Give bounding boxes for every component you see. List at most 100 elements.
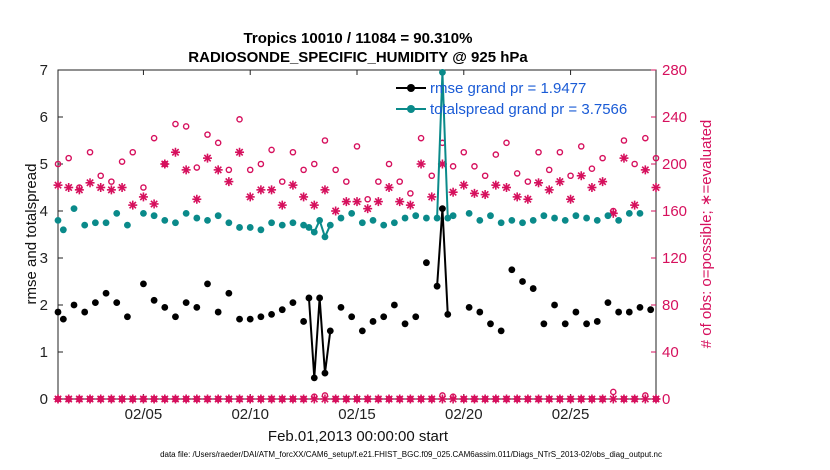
obs-evaluated-marker xyxy=(160,394,170,404)
obs-evaluated-marker xyxy=(128,394,138,404)
rmse-point xyxy=(583,320,590,328)
obs-evaluated-marker xyxy=(395,197,405,207)
rmse-point xyxy=(497,327,505,335)
obs-possible-marker xyxy=(545,166,553,174)
obs-evaluated-marker xyxy=(395,394,405,404)
spread-point xyxy=(604,212,612,220)
rmse-point xyxy=(316,294,324,302)
obs-evaluated-marker xyxy=(309,200,319,210)
spread-point xyxy=(412,212,420,220)
obs-evaluated-marker xyxy=(138,192,148,202)
obs-evaluated-marker xyxy=(213,394,223,404)
obs-evaluated-marker xyxy=(384,183,394,192)
obs-evaluated-marker xyxy=(640,165,650,175)
spread-point xyxy=(150,212,158,220)
rmse-point xyxy=(310,374,318,382)
obs-evaluated-marker xyxy=(299,394,309,404)
legend-rmse-label: rmse grand pr = 1.9477 xyxy=(430,80,586,97)
x-axis-label: Feb.01,2013 00:00:00 start xyxy=(268,428,449,445)
spread-point xyxy=(519,219,526,227)
obs-possible-marker xyxy=(65,154,72,162)
obs-possible-marker xyxy=(150,134,158,142)
x-axis: 02/05 02/10 02/15 02/20 02/25 xyxy=(125,70,589,423)
obs-evaluated-marker xyxy=(427,394,437,404)
y-axis-left: 0 1 2 3 4 5 6 7 xyxy=(40,62,63,408)
rmse-point xyxy=(369,318,377,325)
spread-point xyxy=(449,212,457,220)
obs-evaluated-marker xyxy=(427,192,437,202)
y-right-tick-label: 240 xyxy=(662,109,687,126)
rmse-point xyxy=(433,282,441,290)
obs-evaluated-marker xyxy=(448,187,458,197)
spread-point xyxy=(289,219,297,227)
spread-point xyxy=(439,68,446,76)
obs-evaluated-marker xyxy=(405,200,415,210)
obs-evaluated-marker xyxy=(523,394,533,404)
rmse-point xyxy=(348,313,356,321)
obs-evaluated-marker xyxy=(480,190,490,200)
obs-evaluated-marker xyxy=(74,185,84,195)
obs-evaluated-marker xyxy=(469,188,479,198)
rmse-point xyxy=(300,318,308,325)
y-tick-label: 6 xyxy=(40,109,48,126)
rmse-point xyxy=(305,294,313,302)
obs-evaluated-marker xyxy=(128,200,138,210)
obs-evaluated-marker xyxy=(235,394,245,404)
obs-possible-marker xyxy=(428,172,436,180)
spread-point xyxy=(300,221,308,229)
rmse-point xyxy=(476,308,484,316)
obs-possible-marker xyxy=(300,166,307,174)
obs-evaluated-marker xyxy=(64,394,74,404)
legend-spread-marker xyxy=(407,105,415,113)
obs-possible-marker xyxy=(599,154,606,162)
obs-evaluated-marker xyxy=(331,206,341,216)
obs-evaluated-marker xyxy=(96,183,106,192)
rmse-point xyxy=(358,327,366,335)
spread-point xyxy=(561,217,569,224)
y-right-tick-label: 40 xyxy=(662,344,679,361)
rmse-point xyxy=(508,266,516,274)
rmse-point xyxy=(81,308,89,316)
spread-point xyxy=(246,224,254,231)
obs-evaluated-marker xyxy=(170,147,180,157)
rmse-point xyxy=(540,320,548,328)
spread-point xyxy=(358,219,366,227)
spread-point xyxy=(54,217,62,224)
rmse-point xyxy=(439,205,446,213)
obs-possible-marker xyxy=(652,154,660,162)
obs-evaluated-marker xyxy=(459,180,469,190)
y-right-tick-label: 160 xyxy=(662,203,687,220)
rmse-point xyxy=(561,320,569,328)
chart-title: Tropics 10010 / 11084 = 90.310% xyxy=(244,30,473,47)
series-layer xyxy=(53,68,661,404)
obs-possible-marker xyxy=(396,178,404,185)
obs-evaluated-marker xyxy=(416,159,426,169)
spread-point xyxy=(278,221,286,229)
obs-possible-marker xyxy=(246,166,254,174)
rmse-point xyxy=(604,299,612,307)
y-tick-label: 0 xyxy=(40,391,48,408)
obs-evaluated-marker xyxy=(598,177,608,187)
obs-evaluated-marker xyxy=(64,183,74,192)
rmse-point xyxy=(519,278,526,285)
obs-possible-marker xyxy=(503,139,510,147)
obs-possible-marker xyxy=(268,146,275,154)
spread-point xyxy=(508,217,516,224)
obs-evaluated-marker xyxy=(480,394,490,404)
obs-evaluated-marker xyxy=(320,394,330,404)
obs-evaluated-marker xyxy=(555,394,565,404)
obs-possible-marker xyxy=(204,131,211,138)
y-tick-label: 5 xyxy=(40,156,48,173)
y-tick-label: 4 xyxy=(40,203,48,220)
obs-evaluated-marker xyxy=(502,394,511,404)
obs-possible-marker xyxy=(588,165,596,172)
obs-evaluated-marker xyxy=(277,394,287,404)
obs-possible-marker xyxy=(278,178,286,185)
spread-point xyxy=(70,205,78,213)
obs-evaluated-marker xyxy=(651,183,661,192)
rmse-point xyxy=(647,306,655,314)
obs-evaluated-marker xyxy=(213,165,223,175)
obs-evaluated-marker xyxy=(598,394,608,404)
obs-evaluated-marker xyxy=(448,394,458,404)
